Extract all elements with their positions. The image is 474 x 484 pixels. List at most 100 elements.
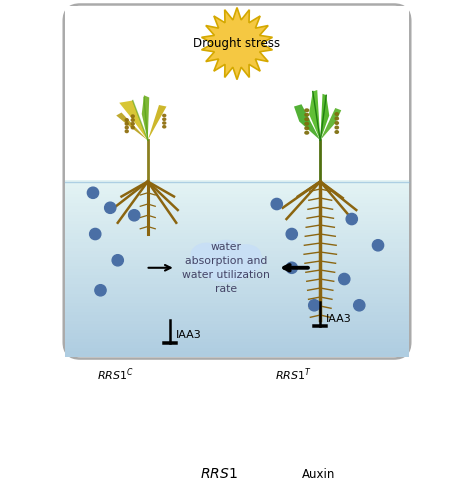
- Ellipse shape: [293, 462, 344, 484]
- Bar: [65, 350, 409, 354]
- Bar: [65, 293, 409, 297]
- Ellipse shape: [290, 464, 311, 478]
- Ellipse shape: [191, 243, 222, 266]
- Circle shape: [95, 285, 106, 296]
- Text: $\it{RRS1}$: $\it{RRS1}$: [201, 467, 238, 481]
- Circle shape: [373, 240, 383, 251]
- Ellipse shape: [131, 115, 134, 118]
- Ellipse shape: [305, 132, 309, 134]
- Bar: [65, 323, 409, 327]
- Bar: [65, 211, 409, 215]
- Ellipse shape: [125, 119, 128, 121]
- Circle shape: [309, 300, 320, 311]
- Bar: [65, 239, 409, 242]
- Bar: [65, 287, 409, 290]
- FancyBboxPatch shape: [64, 4, 410, 359]
- Ellipse shape: [201, 255, 252, 279]
- Bar: [65, 205, 409, 209]
- Ellipse shape: [305, 118, 309, 121]
- Ellipse shape: [305, 113, 309, 116]
- Circle shape: [87, 187, 99, 198]
- Bar: [65, 275, 409, 278]
- Bar: [65, 229, 409, 233]
- Bar: [65, 296, 409, 300]
- Ellipse shape: [231, 245, 260, 264]
- Bar: [65, 235, 409, 239]
- Polygon shape: [320, 108, 341, 140]
- Ellipse shape: [315, 473, 337, 484]
- Ellipse shape: [163, 118, 166, 121]
- Ellipse shape: [200, 246, 253, 282]
- Ellipse shape: [125, 126, 128, 129]
- Bar: [65, 214, 409, 218]
- Bar: [65, 272, 409, 275]
- Ellipse shape: [327, 464, 346, 478]
- Bar: [65, 6, 409, 180]
- Bar: [65, 254, 409, 257]
- Ellipse shape: [131, 126, 134, 129]
- Bar: [65, 247, 409, 251]
- Bar: [65, 208, 409, 212]
- Bar: [65, 242, 409, 245]
- Bar: [65, 259, 409, 263]
- Bar: [65, 190, 409, 194]
- Bar: [65, 290, 409, 293]
- Ellipse shape: [163, 122, 166, 124]
- Bar: [65, 266, 409, 269]
- Circle shape: [271, 198, 283, 210]
- Circle shape: [112, 255, 123, 266]
- Ellipse shape: [163, 114, 166, 117]
- Ellipse shape: [163, 126, 166, 128]
- Bar: [65, 184, 409, 188]
- Bar: [65, 317, 409, 321]
- Bar: [65, 220, 409, 224]
- Text: $\it{RRS1}^T$: $\it{RRS1}^T$: [274, 367, 311, 383]
- Circle shape: [286, 228, 297, 240]
- Bar: [65, 332, 409, 336]
- Ellipse shape: [293, 459, 320, 476]
- Bar: [65, 227, 409, 230]
- Bar: [65, 284, 409, 287]
- Polygon shape: [119, 101, 148, 140]
- Bar: [65, 353, 409, 357]
- Bar: [65, 329, 409, 333]
- Bar: [65, 344, 409, 348]
- Ellipse shape: [335, 126, 338, 129]
- Ellipse shape: [301, 474, 324, 484]
- Bar: [65, 257, 409, 260]
- Polygon shape: [320, 94, 329, 140]
- Ellipse shape: [335, 131, 338, 133]
- Ellipse shape: [305, 122, 309, 125]
- FancyBboxPatch shape: [184, 461, 255, 484]
- Text: Drought stress: Drought stress: [193, 37, 281, 50]
- Ellipse shape: [305, 127, 309, 130]
- Bar: [65, 217, 409, 221]
- Circle shape: [346, 213, 357, 225]
- Bar: [65, 314, 409, 318]
- Text: IAA3: IAA3: [326, 314, 352, 324]
- Polygon shape: [294, 104, 320, 140]
- Bar: [65, 223, 409, 227]
- Ellipse shape: [335, 121, 338, 124]
- Polygon shape: [142, 95, 149, 140]
- Bar: [65, 181, 409, 184]
- Ellipse shape: [335, 113, 338, 115]
- Bar: [65, 299, 409, 302]
- Bar: [65, 232, 409, 236]
- Circle shape: [354, 300, 365, 311]
- Bar: [65, 202, 409, 206]
- Bar: [65, 269, 409, 272]
- Bar: [65, 326, 409, 330]
- Text: IAA3: IAA3: [176, 330, 202, 340]
- Bar: [65, 278, 409, 281]
- Circle shape: [105, 202, 116, 213]
- Circle shape: [128, 210, 140, 221]
- Text: Auxin: Auxin: [302, 468, 336, 481]
- Ellipse shape: [317, 459, 344, 476]
- Ellipse shape: [190, 250, 218, 272]
- Bar: [65, 193, 409, 197]
- Bar: [65, 281, 409, 285]
- Bar: [65, 338, 409, 342]
- Bar: [65, 199, 409, 203]
- Bar: [65, 311, 409, 315]
